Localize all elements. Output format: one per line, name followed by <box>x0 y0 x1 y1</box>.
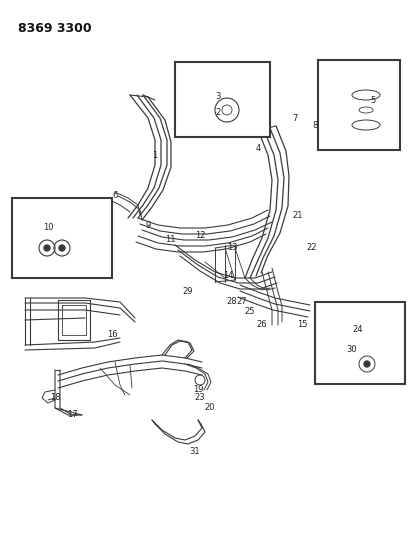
Text: 18: 18 <box>49 393 60 402</box>
Text: 3: 3 <box>215 92 220 101</box>
Text: 10: 10 <box>43 223 53 232</box>
Text: 28: 28 <box>226 297 237 306</box>
Text: 21: 21 <box>292 211 303 220</box>
Bar <box>175 62 270 137</box>
Text: 19: 19 <box>192 385 203 394</box>
Text: 16: 16 <box>106 330 117 340</box>
Text: 27: 27 <box>236 297 247 306</box>
Text: 12: 12 <box>194 230 205 239</box>
Text: 11: 11 <box>164 236 175 245</box>
Text: 13: 13 <box>226 244 237 253</box>
Text: 26: 26 <box>256 320 267 329</box>
Text: 14: 14 <box>222 271 233 279</box>
Bar <box>12 198 112 278</box>
Text: 20: 20 <box>204 403 215 413</box>
Text: 5: 5 <box>369 95 375 104</box>
Text: 8369 3300: 8369 3300 <box>18 22 91 35</box>
Text: 2: 2 <box>215 108 220 117</box>
Text: 1: 1 <box>152 150 157 159</box>
Text: 7: 7 <box>292 114 297 123</box>
Text: 31: 31 <box>189 448 200 456</box>
Bar <box>317 60 399 150</box>
Text: 29: 29 <box>182 287 193 296</box>
Text: 15: 15 <box>296 320 306 329</box>
Circle shape <box>44 245 50 251</box>
Text: 4: 4 <box>255 143 260 152</box>
Text: 24: 24 <box>352 326 362 335</box>
Text: 25: 25 <box>244 308 255 317</box>
Circle shape <box>59 245 65 251</box>
Bar <box>314 302 404 384</box>
Text: 30: 30 <box>346 345 356 354</box>
Text: 23: 23 <box>194 393 205 402</box>
Text: 17: 17 <box>67 410 77 419</box>
Text: 8: 8 <box>312 120 317 130</box>
Text: 6: 6 <box>112 190 117 199</box>
Text: 22: 22 <box>306 244 317 253</box>
Circle shape <box>363 361 369 367</box>
Text: 9: 9 <box>145 221 150 230</box>
